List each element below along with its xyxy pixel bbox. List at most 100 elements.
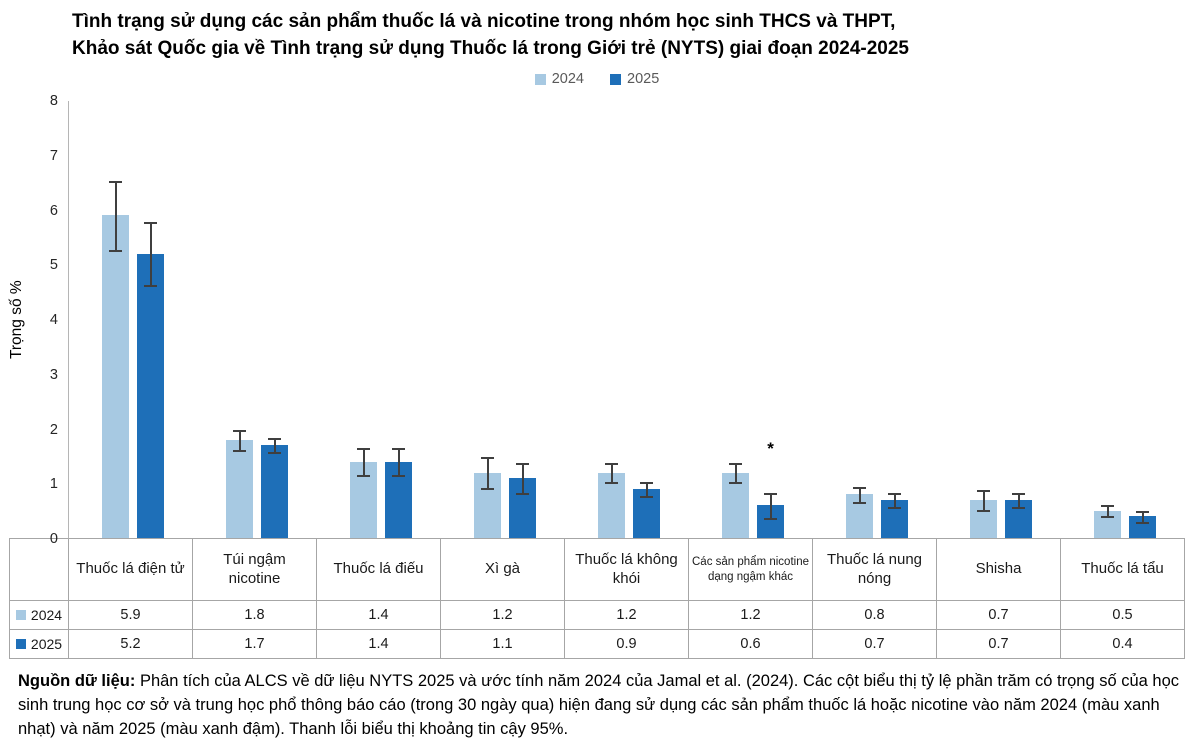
legend-label-2024: 2024	[551, 71, 584, 88]
error-bar-2025-2	[268, 437, 281, 455]
bar-group-5	[565, 101, 689, 539]
row-label-text-2025: 2025	[30, 636, 63, 653]
value-2025-4: 1.1	[440, 629, 565, 660]
value-2025-9: 0.4	[1060, 629, 1185, 660]
table-header-row: Thuốc lá điện tử Túi ngậm nicotine Thuốc l…	[9, 538, 1185, 602]
error-bar-2024-7	[853, 487, 866, 504]
y-axis-tick-labels: 0 1 2 3 4 5 6 7 8	[34, 93, 58, 547]
row-label-2024: 2024	[9, 600, 69, 631]
table-row-2025: 2025 5.2 1.7 1.4 1.1 0.9 0.6 0.7 0.7 0.4	[9, 629, 1185, 660]
value-2024-3: 1.4	[316, 600, 441, 631]
error-bar-2024-4	[481, 457, 494, 490]
error-bar-2025-5	[640, 481, 653, 499]
bar-2025-1	[137, 253, 164, 539]
y-axis-title: Trọng số %	[8, 280, 25, 360]
value-2025-1: 5.2	[68, 629, 193, 660]
bar-group-8	[937, 101, 1061, 539]
bar-2025-9	[1129, 516, 1156, 539]
y-tick-7: 7	[49, 147, 58, 164]
legend-swatch-2025	[610, 73, 621, 85]
y-tick-5: 5	[49, 257, 58, 274]
value-2024-8: 0.7	[936, 600, 1061, 631]
chart-legend: 2024 2025	[0, 69, 1194, 89]
value-2024-6: 1.2	[688, 600, 813, 631]
value-2025-7: 0.7	[812, 629, 937, 660]
error-bar-2024-2	[233, 429, 246, 452]
category-header-5: Thuốc lá không khói	[564, 538, 689, 602]
value-2024-9: 0.5	[1060, 600, 1185, 631]
error-bar-2025-6	[764, 492, 777, 521]
category-header-3: Thuốc lá điếu	[316, 538, 441, 602]
bar-group-4	[441, 101, 565, 539]
bar-group-1	[69, 101, 193, 539]
table-corner-cell	[9, 538, 69, 602]
value-2024-4: 1.2	[440, 600, 565, 631]
bar-group-2	[193, 101, 317, 539]
data-table: Thuốc lá điện tử Túi ngậm nicotine Thuốc l…	[9, 538, 1185, 660]
error-bar-2025-1	[144, 221, 157, 288]
error-bar-2025-3	[392, 447, 405, 478]
value-2024-2: 1.8	[192, 600, 317, 631]
value-2024-7: 0.8	[812, 600, 937, 631]
error-bar-2025-4	[516, 462, 529, 496]
error-bar-2025-9	[1136, 510, 1149, 524]
row-label-inner-2024: 2024	[10, 607, 68, 623]
legend-item-2025: 2025	[610, 71, 659, 87]
chart-title: Tình trạng sử dụng các sản phẩm thuốc lá…	[72, 9, 1184, 62]
error-bar-2024-3	[357, 447, 370, 478]
category-header-9: Thuốc lá tẩu	[1060, 538, 1185, 602]
chart-title-line2: Khảo sát Quốc gia về Tình trạng sử dụng …	[72, 37, 910, 59]
row-label-2025: 2025	[9, 629, 69, 660]
value-2025-8: 0.7	[936, 629, 1061, 660]
value-2025-5: 0.9	[564, 629, 689, 660]
chart-title-line1: Tình trạng sử dụng các sản phẩm thuốc lá…	[72, 11, 896, 32]
source-note: Nguồn dữ liệu: Phân tích của ALCS về dữ …	[18, 670, 1180, 742]
error-bar-2024-6	[729, 462, 742, 485]
category-header-6: Các sản phẩm nicotine dạng ngậm khác	[688, 538, 813, 602]
row-label-text-2024: 2024	[30, 607, 63, 624]
row-swatch-2025	[15, 639, 26, 650]
y-tick-4: 4	[49, 312, 58, 329]
row-label-inner-2025: 2025	[10, 636, 68, 652]
error-bar-2024-5	[605, 462, 618, 485]
error-bar-2025-8	[1012, 492, 1025, 510]
table-row-2024: 2024 5.9 1.8 1.4 1.2 1.2 1.2 0.8 0.7 0.5	[9, 600, 1185, 631]
error-bar-2024-8	[977, 489, 990, 512]
bar-group-6: *	[689, 101, 813, 539]
significance-asterisk: *	[767, 439, 774, 459]
bar-2024-2	[226, 439, 253, 539]
y-tick-1: 1	[49, 476, 58, 493]
y-tick-6: 6	[49, 202, 58, 219]
category-header-8: Shisha	[936, 538, 1061, 602]
source-note-label: Nguồn dữ liệu:	[18, 672, 136, 691]
value-2025-6: 0.6	[688, 629, 813, 660]
legend-label-2025: 2025	[627, 71, 660, 88]
error-bar-2024-9	[1101, 505, 1114, 519]
source-note-text: Phân tích của ALCS về dữ liệu NYTS 2025 …	[18, 672, 1180, 739]
chart-area: Trọng số % 0 1 2 3 4 5 6 7 8 *	[0, 93, 1194, 547]
legend-item-2024: 2024	[534, 71, 584, 88]
legend-swatch-2024	[534, 73, 546, 85]
category-header-2: Túi ngậm nicotine	[192, 538, 317, 602]
value-2024-1: 5.9	[68, 600, 193, 631]
plot-area: *	[68, 101, 1185, 540]
error-bar-2025-7	[888, 492, 901, 510]
y-tick-2: 2	[49, 421, 58, 438]
bar-group-3	[317, 101, 441, 539]
bar-group-9	[1061, 101, 1185, 539]
y-tick-3: 3	[49, 366, 58, 383]
category-header-4: Xì gà	[440, 538, 565, 602]
bar-2025-2	[261, 445, 288, 539]
value-2025-3: 1.4	[316, 629, 441, 660]
y-tick-8: 8	[49, 93, 58, 110]
row-swatch-2024	[15, 610, 26, 621]
value-2024-5: 1.2	[564, 600, 689, 631]
category-header-1: Thuốc lá điện tử	[68, 538, 193, 602]
bar-2024-1	[102, 215, 129, 539]
y-tick-0: 0	[49, 531, 58, 548]
bar-group-7	[813, 101, 937, 539]
value-2025-2: 1.7	[192, 629, 317, 660]
error-bar-2024-1	[109, 180, 122, 252]
category-header-7: Thuốc lá nung nóng	[812, 538, 937, 602]
